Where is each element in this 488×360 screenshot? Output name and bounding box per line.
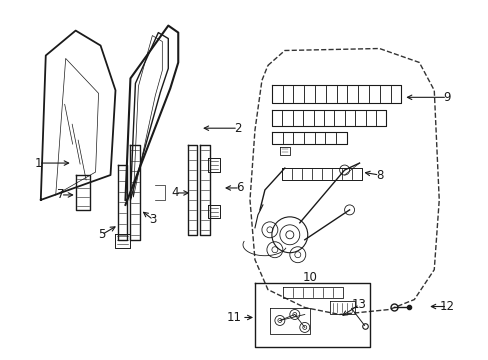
Text: 13: 13 [351,298,366,311]
Text: 10: 10 [302,271,317,284]
Text: 3: 3 [149,213,157,226]
Text: 4: 4 [171,186,179,199]
Text: 7: 7 [57,188,64,202]
Text: 11: 11 [226,311,242,324]
Text: 9: 9 [443,91,450,104]
Text: 8: 8 [375,168,383,181]
Text: 1: 1 [35,157,42,170]
Text: 5: 5 [98,228,105,241]
Text: 6: 6 [236,181,244,194]
Text: 12: 12 [439,300,454,313]
Text: 2: 2 [234,122,241,135]
